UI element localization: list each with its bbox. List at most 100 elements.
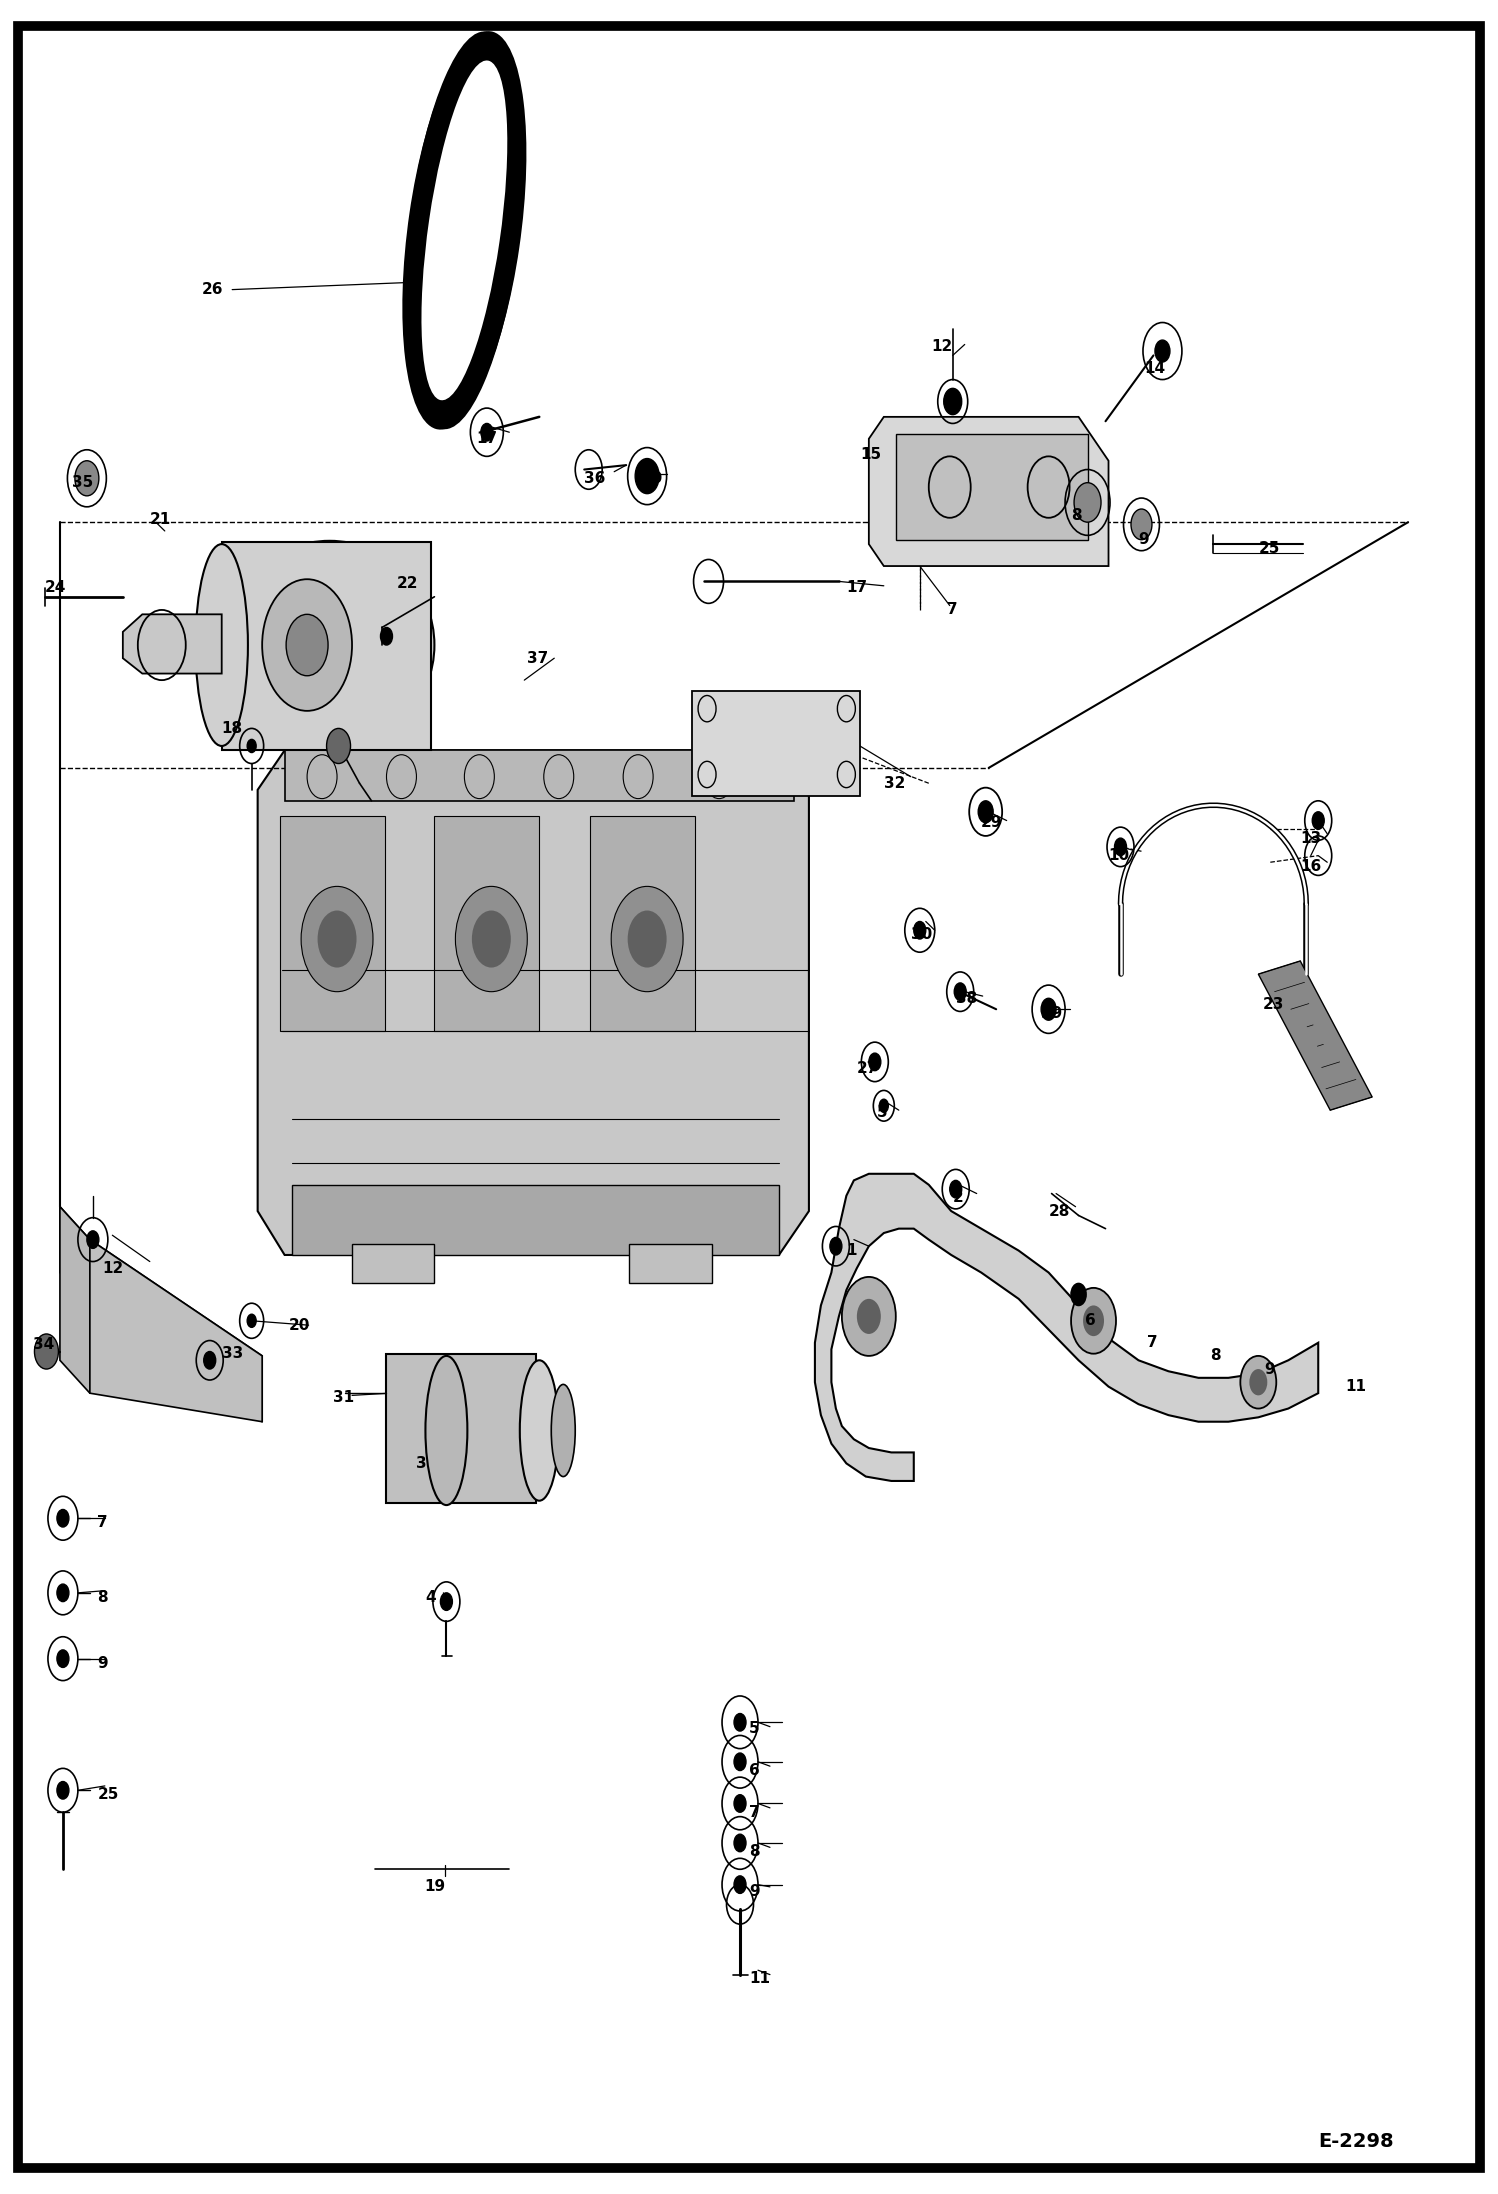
Text: 9: 9 [97,1656,108,1670]
Circle shape [1083,1305,1104,1336]
Text: 11: 11 [1345,1380,1366,1393]
Text: 7: 7 [1147,1336,1158,1349]
Circle shape [842,1277,896,1356]
Text: 13: 13 [1300,832,1321,845]
Text: 7: 7 [749,1806,759,1819]
Circle shape [57,1650,69,1667]
Ellipse shape [551,1384,575,1477]
Polygon shape [285,750,794,801]
Circle shape [87,1231,99,1248]
Bar [692,691,860,796]
Bar [386,1354,536,1503]
Text: 34: 34 [33,1338,54,1352]
Circle shape [440,1593,452,1610]
Bar [280,816,385,1031]
Text: 37: 37 [527,652,548,665]
Text: 5: 5 [749,1722,759,1735]
Ellipse shape [225,542,434,750]
Text: 18: 18 [222,722,243,735]
Circle shape [950,1180,962,1198]
Circle shape [57,1782,69,1799]
Text: 17: 17 [846,581,867,595]
Text: 24: 24 [45,581,66,595]
Text: 8: 8 [97,1591,108,1604]
Circle shape [247,1314,256,1327]
Polygon shape [60,1207,90,1393]
Circle shape [75,461,99,496]
Bar [222,542,431,750]
Text: E-2298: E-2298 [1318,2133,1393,2150]
Circle shape [734,1876,746,1893]
Bar [896,434,1088,540]
Circle shape [380,627,392,645]
Text: 40: 40 [641,472,662,485]
Polygon shape [60,1207,262,1422]
Circle shape [879,1099,888,1112]
Circle shape [914,921,926,939]
Circle shape [857,1299,881,1334]
Circle shape [944,388,962,415]
Circle shape [262,579,352,711]
Circle shape [1071,1283,1086,1305]
Circle shape [734,1714,746,1731]
Circle shape [1240,1356,1276,1409]
Text: 16: 16 [1300,860,1321,873]
Circle shape [734,1834,746,1852]
Text: 8: 8 [1071,509,1082,522]
Polygon shape [90,1240,262,1422]
Circle shape [635,459,659,494]
Polygon shape [869,417,1109,566]
Text: 9: 9 [749,1885,759,1898]
Circle shape [318,911,357,968]
Circle shape [472,911,511,968]
Circle shape [734,1795,746,1812]
Circle shape [1041,998,1056,1020]
Circle shape [481,423,493,441]
Ellipse shape [421,61,508,399]
Text: 17: 17 [476,432,497,445]
Ellipse shape [520,1360,559,1501]
Circle shape [327,728,351,764]
Text: 7: 7 [97,1516,108,1529]
Ellipse shape [195,544,247,746]
Text: 36: 36 [584,472,605,485]
Text: 38: 38 [956,992,977,1005]
Circle shape [954,983,966,1000]
Text: 31: 31 [333,1391,354,1404]
Text: 8: 8 [749,1845,759,1858]
Text: 5: 5 [876,1106,887,1119]
Text: 26: 26 [202,283,223,296]
Text: 29: 29 [981,816,1002,829]
Text: 39: 39 [1041,1007,1062,1020]
Text: 9: 9 [1138,533,1149,546]
Text: 3: 3 [416,1457,427,1470]
Ellipse shape [425,1356,467,1505]
Text: 28: 28 [1049,1205,1070,1218]
Polygon shape [815,1174,1318,1481]
Circle shape [1074,483,1101,522]
Text: 6: 6 [749,1764,759,1777]
Text: 2: 2 [953,1191,963,1205]
Text: 35: 35 [72,476,93,489]
Text: 11: 11 [749,1972,770,1986]
Text: 4: 4 [425,1591,436,1604]
Circle shape [286,614,328,676]
Circle shape [204,1352,216,1369]
Circle shape [1155,340,1170,362]
Text: 14: 14 [1144,362,1165,375]
Text: 30: 30 [911,928,932,941]
Polygon shape [123,614,222,674]
Circle shape [1249,1369,1267,1395]
Text: 25: 25 [1258,542,1279,555]
Text: 33: 33 [222,1347,243,1360]
Circle shape [1131,509,1152,540]
Circle shape [1312,812,1324,829]
Circle shape [1115,838,1126,856]
Text: 23: 23 [1263,998,1284,1011]
Text: 1: 1 [846,1244,857,1257]
Bar [434,816,539,1031]
Circle shape [1071,1288,1116,1354]
Polygon shape [258,750,809,1255]
Polygon shape [1258,961,1372,1110]
Circle shape [247,739,256,753]
